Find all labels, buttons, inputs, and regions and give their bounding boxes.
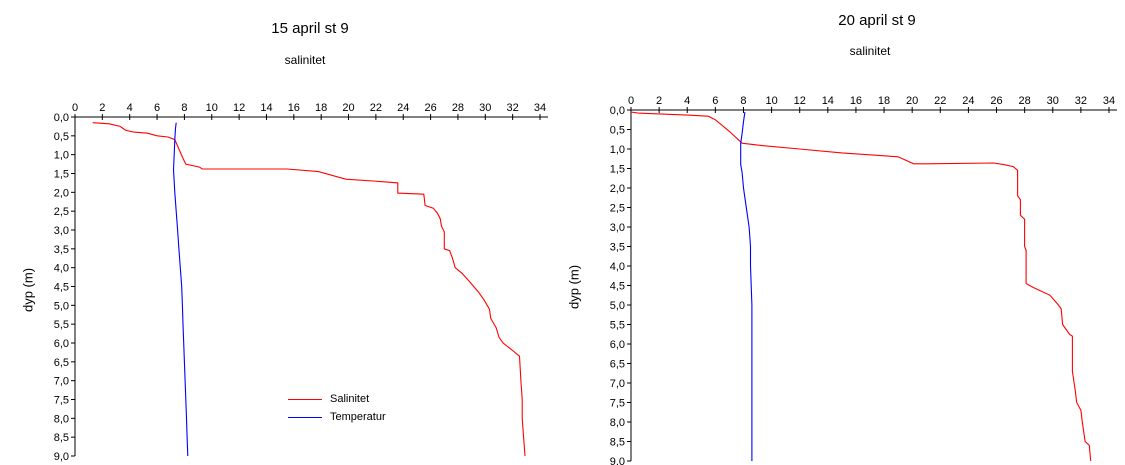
y-tick-label: 6,5 <box>54 357 69 369</box>
y-tick-label: 1,0 <box>54 150 69 162</box>
y-tick-label: 5,0 <box>610 300 625 312</box>
x-tick-label: 2 <box>99 102 105 114</box>
x-tick-label: 6 <box>154 102 160 114</box>
x-tick-label: 20 <box>906 95 918 107</box>
series-line-salinitet <box>92 122 526 457</box>
chart-legend: Salinitet Temperatur <box>288 390 386 426</box>
x-tick-label: 8 <box>181 102 187 114</box>
x-tick-label: 10 <box>206 102 218 114</box>
y-tick-label: 9,0 <box>610 456 625 465</box>
y-tick-label: 0,0 <box>610 105 625 117</box>
y-tick-label: 1,5 <box>610 164 625 176</box>
y-tick-label: 1,0 <box>610 144 625 156</box>
y-tick-label: 2,0 <box>54 187 69 199</box>
x-tick-label: 32 <box>1075 95 1087 107</box>
x-tick-label: 6 <box>712 95 718 107</box>
x-tick-label: 32 <box>507 102 519 114</box>
chart-title: 15 april st 9 <box>271 20 349 37</box>
y-tick-label: 6,0 <box>54 338 69 350</box>
y-tick-label: 5,0 <box>54 300 69 312</box>
y-tick-label: 8,5 <box>610 437 625 449</box>
x-tick-label: 14 <box>260 102 272 114</box>
x-tick-label: 4 <box>684 95 690 107</box>
x-tick-label: 10 <box>765 95 777 107</box>
y-tick-label: 1,5 <box>54 169 69 181</box>
x-tick-label: 4 <box>127 102 133 114</box>
y-tick-label: 7,5 <box>610 398 625 410</box>
legend-label-temperatur: Temperatur <box>330 411 386 423</box>
y-tick-label: 2,0 <box>610 183 625 195</box>
x-tick-label: 24 <box>962 95 974 107</box>
x-tick-label: 34 <box>1103 95 1115 107</box>
y-tick-label: 3,5 <box>610 242 625 254</box>
legend-label-salinitet: Salinitet <box>330 393 370 405</box>
y-tick-label: 6,5 <box>610 359 625 371</box>
x-tick-label: 16 <box>288 102 300 114</box>
y-tick-label: 4,5 <box>610 281 625 293</box>
y-tick-label: 4,0 <box>54 263 69 275</box>
y-tick-label: 8,5 <box>54 432 69 444</box>
x-tick-label: 26 <box>990 95 1002 107</box>
x-tick-label: 14 <box>822 95 834 107</box>
y-tick-label: 8,0 <box>54 413 69 425</box>
y-tick-label: 5,5 <box>54 319 69 331</box>
x-tick-label: 2 <box>656 95 662 107</box>
y-tick-label: 0,0 <box>54 112 69 124</box>
x-tick-label: 18 <box>878 95 890 107</box>
y-tick-label: 4,0 <box>610 261 625 273</box>
series-line-temperatur <box>740 111 753 461</box>
x-tick-label: 8 <box>740 95 746 107</box>
x-tick-label: 28 <box>452 102 464 114</box>
x-tick-label: 28 <box>1019 95 1031 107</box>
chart-panel-left: 15 april st 9 salinitet dyp (m) 0 2 4 6 8 10 1… <box>0 0 560 465</box>
y-tick-label: 7,0 <box>610 378 625 390</box>
x-tick-label: 22 <box>934 95 946 107</box>
y-tick-label: 7,0 <box>54 376 69 388</box>
y-tick-label: 0,5 <box>54 131 69 143</box>
y-tick-label: 5,5 <box>610 320 625 332</box>
x-tick-label: 12 <box>233 102 245 114</box>
x-tick-label: 22 <box>370 102 382 114</box>
chart-subtitle: salinitet <box>849 44 891 58</box>
chart-title: 20 april st 9 <box>838 12 916 29</box>
x-tick-label: 12 <box>794 95 806 107</box>
y-tick-label: 3,5 <box>54 244 69 256</box>
x-tick-label: 26 <box>424 102 436 114</box>
x-tick-label: 24 <box>397 102 409 114</box>
legend-swatch-temperatur <box>288 416 322 418</box>
y-tick-label: 0,5 <box>610 125 625 137</box>
chart-panel-right: 20 april st 9 salinitet dyp (m) 0 2 4 6 8 10 1… <box>560 0 1125 465</box>
chart-plot-right: 0 2 4 6 8 10 12 14 16 18 20 22 24 26 28 30 32 340,00,51,0… <box>610 95 1117 465</box>
legend-item-temperatur: Temperatur <box>288 408 386 426</box>
y-tick-label: 8,0 <box>610 417 625 429</box>
y-tick-label: 2,5 <box>610 203 625 215</box>
y-tick-label: 3,0 <box>610 222 625 234</box>
y-tick-label: 2,5 <box>54 206 69 218</box>
x-tick-label: 18 <box>315 102 327 114</box>
legend-swatch-salinitet <box>288 398 322 400</box>
x-tick-label: 34 <box>534 102 546 114</box>
legend-item-salinitet: Salinitet <box>288 390 386 408</box>
chart-subtitle: salinitet <box>284 53 326 67</box>
y-tick-label: 4,5 <box>54 282 69 294</box>
x-tick-label: 20 <box>342 102 354 114</box>
series-line-salinitet <box>630 111 1092 462</box>
chart-plot-left: 0 2 4 6 8 10 12 14 16 18 20 22 24 26 28 30 32 340,00,51,0… <box>54 102 548 463</box>
x-tick-label: 30 <box>1047 95 1059 107</box>
x-tick-label: 16 <box>850 95 862 107</box>
x-tick-label: 0 <box>628 95 634 107</box>
y-tick-label: 3,0 <box>54 225 69 237</box>
x-tick-label: 0 <box>72 102 78 114</box>
x-tick-label: 30 <box>479 102 491 114</box>
y-tick-label: 6,0 <box>610 339 625 351</box>
y-tick-label: 9,0 <box>54 451 69 463</box>
y-tick-label: 7,5 <box>54 395 69 407</box>
series-line-temperatur <box>172 122 189 457</box>
